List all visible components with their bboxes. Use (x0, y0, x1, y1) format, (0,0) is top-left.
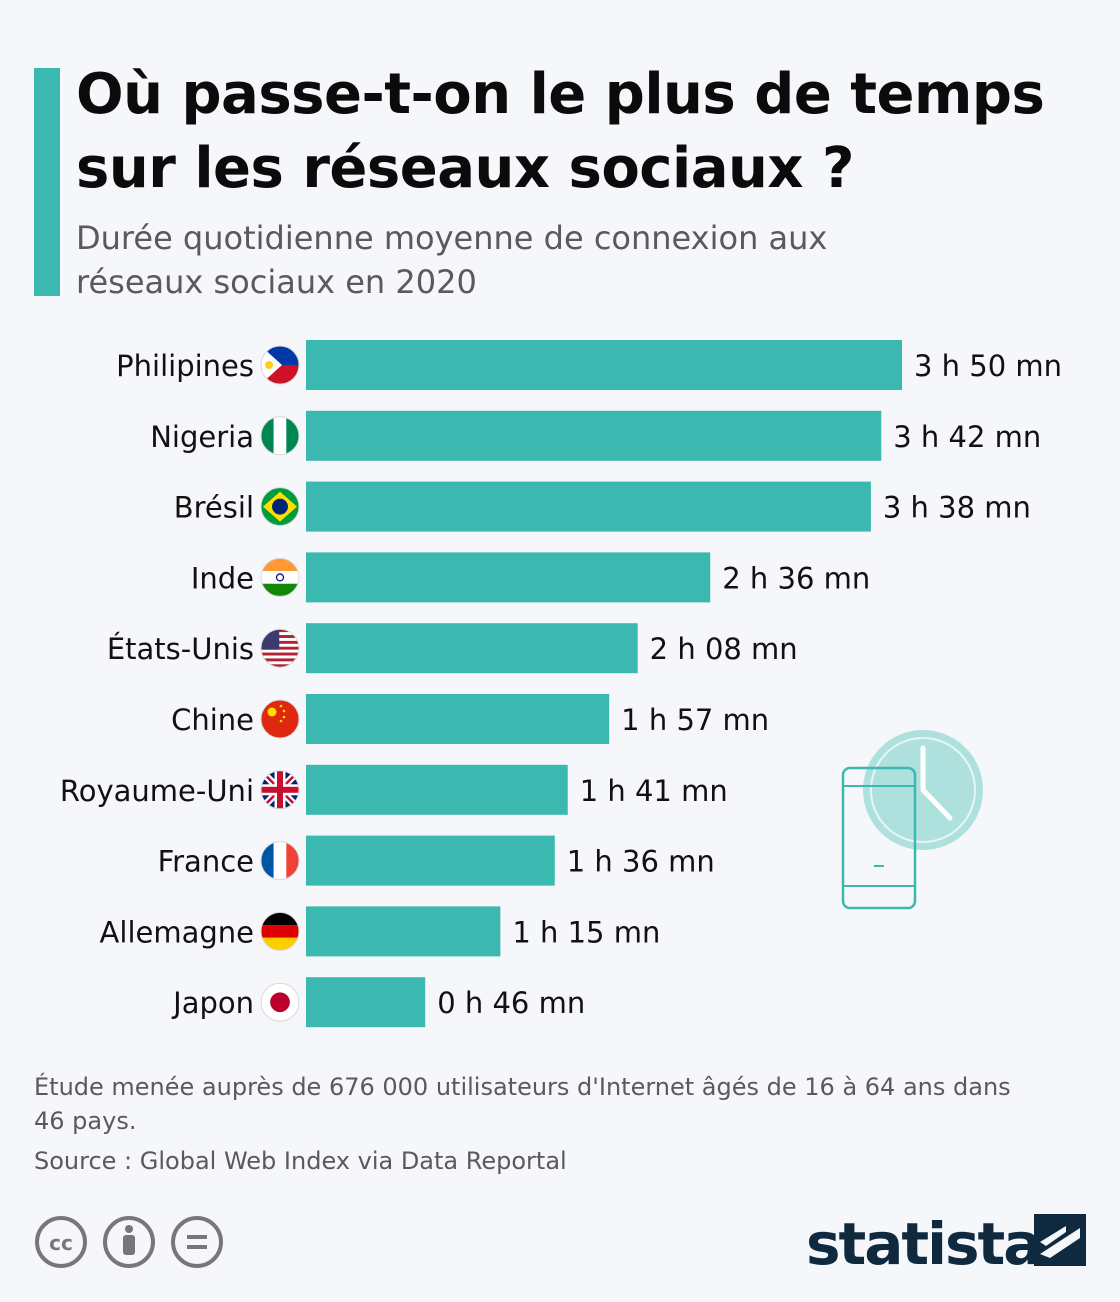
footnote: Étude menée auprès de 676 000 utilisateu… (34, 1073, 1011, 1135)
svg-text:cc: cc (49, 1231, 73, 1255)
category-label: Nigeria (150, 420, 254, 454)
statista-emblem-icon (1034, 1214, 1086, 1266)
title-accent-bar (34, 68, 60, 296)
france-flag-icon (260, 841, 300, 881)
india-flag-icon (260, 557, 300, 597)
phone-clock-illustration (841, 730, 983, 910)
category-label: Royaume-Uni (60, 774, 254, 808)
value-label: 1 h 36 mn (567, 845, 715, 879)
bar-9 (306, 977, 426, 1028)
by-icon[interactable] (103, 1216, 155, 1268)
japan-flag-icon (260, 982, 300, 1022)
category-label: Inde (191, 561, 254, 595)
statista-logo: statista (806, 1210, 1086, 1276)
bar-0 (306, 340, 902, 390)
bars-layer: Philipines 3 h 50 mn Nigeria 3 h 42 mn Brési… (60, 340, 1062, 1028)
philippines-flag-icon (260, 345, 300, 385)
value-label: 0 h 46 mn (437, 986, 585, 1020)
china-flag-icon (260, 699, 300, 739)
brazil-flag-icon (260, 487, 300, 527)
bar-3 (306, 552, 711, 603)
category-label: Philipines (116, 349, 254, 383)
bar-2 (306, 481, 871, 532)
value-label: 3 h 42 mn (893, 420, 1041, 454)
bar-8 (306, 906, 501, 957)
value-label: 1 h 41 mn (580, 774, 728, 808)
category-label: États-Unis (107, 632, 254, 666)
cc-icon[interactable]: cc (35, 1216, 87, 1268)
value-label: 2 h 08 mn (650, 632, 798, 666)
uk-flag-icon (260, 770, 300, 810)
page-title: Où passe-t-on le plus de temps sur les r… (76, 62, 1045, 201)
bar-6 (306, 764, 568, 815)
value-label: 1 h 15 mn (512, 915, 660, 949)
value-label: 3 h 50 mn (914, 349, 1062, 383)
bar-7 (306, 835, 555, 886)
category-label: Chine (171, 703, 254, 737)
bar-5 (306, 694, 610, 744)
page-subtitle: Durée quotidienne moyenne de connexion a… (76, 219, 828, 301)
license-icons: cc (35, 1216, 223, 1268)
nd-icon[interactable] (171, 1216, 223, 1268)
usa-flag-icon (260, 628, 300, 668)
bar-chart: Philipines 3 h 50 mn Nigeria 3 h 42 mn Brési… (60, 340, 1062, 1028)
statista-wordmark: statista (806, 1210, 1040, 1276)
bar-1 (306, 410, 882, 461)
category-label: France (158, 845, 254, 879)
category-label: Brésil (174, 491, 254, 525)
value-label: 1 h 57 mn (621, 703, 769, 737)
clock-minute-hand (920, 787, 953, 821)
source-note: Source : Global Web Index via Data Repor… (34, 1147, 567, 1175)
value-label: 2 h 36 mn (722, 561, 870, 595)
phone-icon (841, 766, 917, 910)
value-label: 3 h 38 mn (883, 491, 1031, 525)
category-label: Allemagne (100, 915, 254, 949)
category-label: Japon (171, 986, 254, 1020)
germany-flag-icon (260, 911, 300, 951)
nigeria-flag-icon (260, 416, 300, 456)
bar-4 (306, 623, 638, 674)
